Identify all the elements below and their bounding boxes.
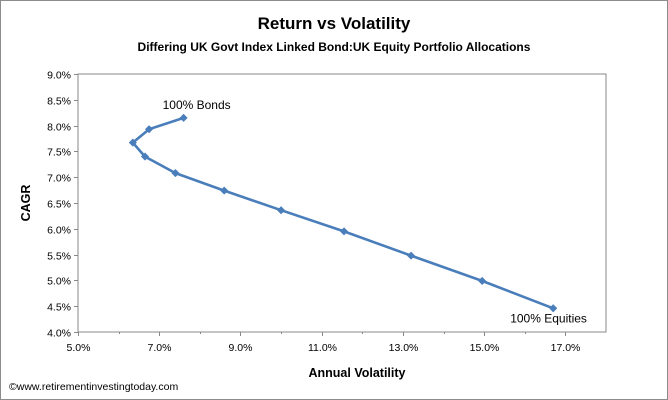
- plot-area: 4.0% 4.5% 5.0% 5.5% 6.0% 6.5% 7.0% 7.5% 8.0% 8.5%…: [47, 70, 607, 354]
- x-tick-label: 5.0%: [67, 342, 91, 354]
- y-tick-label: 4.0%: [47, 328, 71, 340]
- data-point-marker: [339, 227, 349, 236]
- x-tick-label: 15.0%: [470, 342, 500, 354]
- data-point-marker: [144, 125, 154, 134]
- annotation-100-bonds: 100% Bonds: [163, 98, 231, 112]
- y-tick-label: 4.5%: [47, 302, 71, 314]
- data-point-marker: [220, 186, 229, 195]
- y-tick-label: 8.0%: [47, 122, 71, 134]
- y-tick-label: 9.0%: [47, 70, 71, 82]
- y-axis-title: CAGR: [19, 185, 33, 222]
- data-point-marker: [128, 138, 137, 147]
- data-point-marker: [549, 304, 558, 313]
- credit-text: ©www.retirementinvestingtoday.com: [9, 381, 178, 393]
- x-tick-label: 7.0%: [148, 342, 172, 354]
- chart-title: Return vs Volatility: [258, 14, 411, 33]
- data-point-marker: [276, 206, 286, 215]
- plot-border: [77, 73, 607, 333]
- data-point-marker: [171, 168, 180, 178]
- data-point-marker: [477, 276, 487, 286]
- series-line: [131, 116, 554, 310]
- data-point-marker: [179, 113, 188, 123]
- y-tick-label: 8.5%: [47, 96, 71, 108]
- annotation-100-equities: 100% Equities: [510, 311, 587, 325]
- y-tick-label: 5.0%: [47, 276, 71, 288]
- x-tick-label: 11.0%: [308, 342, 337, 354]
- x-tick-label: 17.0%: [551, 342, 581, 354]
- x-tick-label: 9.0%: [229, 342, 253, 354]
- data-point-marker: [140, 152, 150, 161]
- y-tick-label: 7.0%: [47, 173, 71, 185]
- y-tick-label: 5.5%: [47, 251, 71, 263]
- y-tick-label: 6.5%: [47, 199, 71, 211]
- data-point-marker: [406, 251, 416, 260]
- chart-subtitle: Differing UK Govt Index Linked Bond:UK E…: [138, 40, 531, 54]
- x-axis-title: Annual Volatility: [309, 366, 406, 380]
- y-tick-label: 6.0%: [47, 225, 71, 237]
- x-tick-label: 13.0%: [389, 342, 419, 354]
- y-tick-label: 7.5%: [47, 147, 71, 159]
